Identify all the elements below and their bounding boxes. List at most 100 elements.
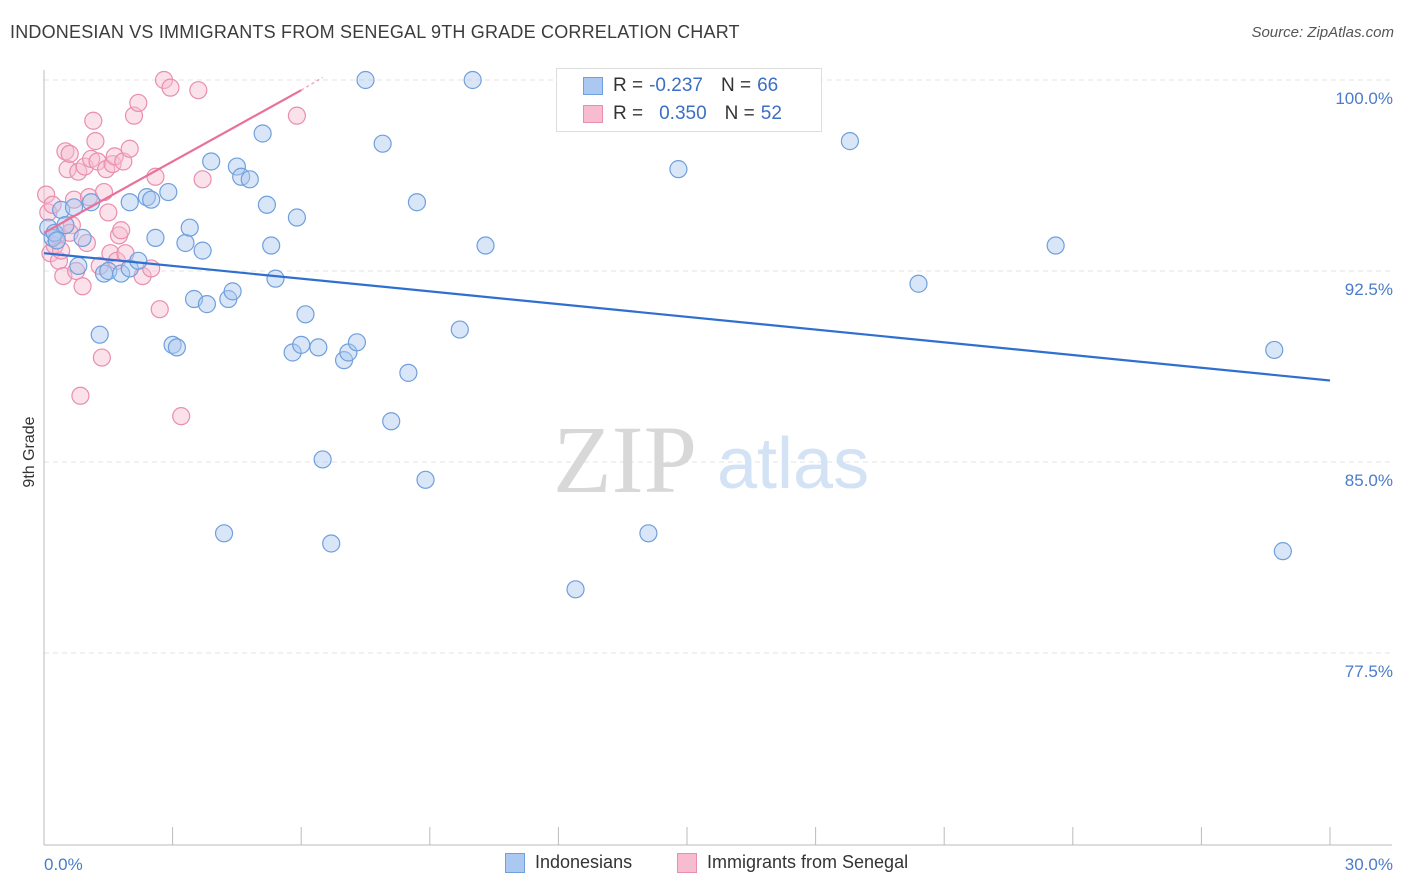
series-legend: Indonesians Immigrants from Senegal: [0, 852, 1406, 878]
legend-swatch-indonesians: [505, 852, 525, 873]
stats-legend: R = -0.237 N = 66 R = 0.350 N = 52: [556, 68, 822, 132]
indonesians-point: [639, 524, 658, 543]
trend-lines: [43, 76, 1331, 382]
legend-row-indonesians: R = -0.237 N = 66: [583, 73, 778, 99]
indonesians-point: [416, 470, 435, 489]
senegal-point: [37, 185, 56, 204]
senegal-point: [287, 106, 307, 125]
indonesians-point: [146, 228, 165, 247]
legend-r-label: R =: [613, 103, 644, 124]
indonesians-point: [176, 233, 195, 253]
senegal-point: [60, 144, 79, 163]
indonesians-point: [197, 295, 216, 314]
indonesians-point: [73, 228, 92, 247]
senegal-point: [129, 93, 148, 113]
legend-item-indonesians[interactable]: Indonesians: [505, 852, 632, 873]
indonesians-point: [450, 320, 469, 339]
indonesians-point: [909, 274, 928, 293]
indonesians-point: [1046, 236, 1065, 255]
y-tick-label: 77.5%: [1345, 662, 1393, 681]
indonesians-point: [193, 241, 212, 260]
indonesians-point: [69, 256, 88, 276]
indonesians-point: [296, 305, 315, 324]
legend-r-value: 0.350: [659, 103, 707, 124]
senegal-point: [86, 132, 105, 151]
y-tick-label: 100.0%: [1335, 89, 1393, 108]
legend-label-indonesians: Indonesians: [535, 852, 633, 872]
senegal-point: [105, 147, 124, 166]
senegal-point: [193, 170, 212, 189]
indonesians-trend-line: [43, 252, 1331, 382]
indonesians-point: [399, 363, 418, 382]
indonesians-point: [90, 325, 109, 344]
indonesians-point: [566, 580, 585, 599]
indonesians-point: [373, 134, 392, 153]
indonesians-point: [142, 190, 161, 209]
senegal-point: [92, 348, 111, 367]
axes: [43, 70, 1392, 846]
y-tick-label: 92.5%: [1345, 280, 1393, 299]
legend-n-label: N =: [724, 103, 755, 124]
senegal-point: [112, 221, 131, 240]
indonesians-point: [322, 534, 341, 553]
legend-n-label: N =: [720, 75, 752, 96]
watermark: ZIP atlas: [553, 406, 869, 513]
senegal-trend-extension: [300, 76, 324, 91]
watermark-atlas: atlas: [717, 424, 869, 504]
x-tick-label-min: 0.0%: [44, 855, 83, 874]
watermark-zip: ZIP: [553, 406, 697, 513]
indonesians-point: [266, 269, 285, 288]
senegal-point: [71, 386, 90, 405]
indonesians-point: [47, 231, 66, 250]
source-label: Source: ZipAtlas.com: [1251, 24, 1394, 41]
legend-label-senegal: Immigrants from Senegal: [707, 852, 909, 872]
indonesians-point: [112, 264, 131, 283]
legend-row-senegal: R = 0.350 N = 52: [583, 101, 782, 127]
legend-item-senegal[interactable]: Immigrants from Senegal: [677, 852, 908, 873]
indonesians-points: [39, 70, 1292, 599]
indonesians-point: [262, 236, 281, 255]
indonesians-point: [223, 282, 242, 301]
senegal-point: [84, 111, 103, 130]
senegal-point: [161, 78, 180, 97]
senegal-point: [154, 70, 174, 90]
y-tick-label: 85.0%: [1345, 471, 1393, 490]
indonesians-point: [463, 70, 482, 90]
indonesians-point: [840, 132, 859, 151]
senegal-trend-line: [43, 89, 302, 234]
legend-n-value: 66: [757, 75, 779, 96]
indonesians-point: [129, 251, 148, 270]
indonesians-point: [240, 170, 259, 189]
legend-r-label: R =: [613, 75, 644, 96]
indonesians-point: [292, 335, 311, 354]
senegal-point: [101, 244, 120, 263]
legend-swatch-senegal: [583, 105, 603, 123]
chart-title: INDONESIAN VS IMMIGRANTS FROM SENEGAL 9T…: [10, 22, 740, 42]
indonesians-point: [313, 450, 332, 469]
indonesians-point: [167, 338, 186, 357]
senegal-point: [189, 81, 208, 100]
legend-n-value: 52: [760, 103, 782, 124]
indonesians-point: [257, 195, 277, 214]
senegal-point: [99, 203, 118, 222]
indonesians-point: [159, 182, 178, 202]
y-axis-label: 9th Grade: [21, 416, 38, 487]
x-tick-label-max: 30.0%: [1345, 855, 1393, 874]
senegal-point: [73, 277, 92, 296]
indonesians-point: [120, 193, 139, 212]
tick-labels: 100.0% 92.5% 85.0% 77.5% 0.0% 30.0%: [44, 89, 1393, 874]
senegal-point: [43, 195, 62, 214]
indonesians-point: [1273, 542, 1292, 561]
indonesians-point: [407, 193, 427, 212]
senegal-point: [150, 300, 169, 319]
legend-r-value: -0.237: [649, 75, 703, 96]
legend-swatch-indonesians: [583, 77, 603, 95]
indonesians-point: [180, 218, 199, 237]
indonesians-point: [669, 160, 688, 179]
indonesians-point: [476, 236, 495, 255]
indonesians-point: [309, 338, 328, 357]
indonesians-point: [214, 524, 234, 543]
indonesians-point: [347, 333, 367, 352]
indonesians-point: [1265, 340, 1284, 360]
